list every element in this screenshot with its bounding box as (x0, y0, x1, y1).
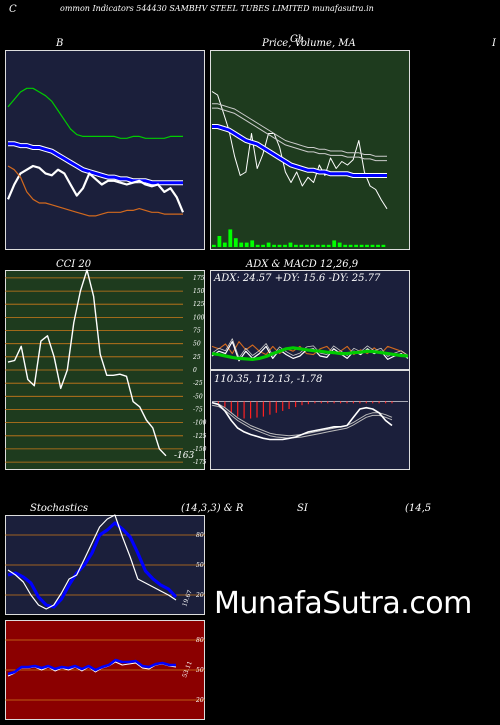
volume-bar (217, 236, 222, 247)
bollinger-series-white (6, 164, 185, 213)
page-title: ommon Indicators 544430 SAMBHV STEEL TUB… (60, 4, 374, 13)
cci-tick-label: 0 (193, 367, 197, 374)
volume-bar (277, 244, 282, 247)
rsi-tick-label: 20 (195, 697, 204, 704)
cci-tick-label: -125 (193, 433, 207, 440)
cci-tick-label: 50 (193, 341, 201, 348)
volume-bar (310, 244, 315, 247)
volume-bar (343, 244, 348, 247)
adx-line-orange (211, 341, 409, 356)
volume-bar (272, 244, 276, 247)
volume-bar (288, 242, 293, 247)
price-panel (210, 50, 410, 250)
volume-bar (239, 242, 244, 247)
volume-bar (365, 244, 369, 247)
cci-tick-label: 100 (193, 314, 205, 321)
label-si: SI (297, 503, 308, 514)
adx-values: ADX: 24.57 +DY: 15.6 -DY: 25.77 (214, 273, 381, 284)
stoch-tick-label: 80 (196, 532, 204, 539)
stoch-tick-label: 50 (196, 562, 204, 569)
cci-value-label: -163 (174, 451, 194, 461)
volume-bar (261, 244, 265, 247)
volume-bar (337, 242, 342, 247)
volume-bar (376, 244, 380, 247)
cci-tick-label: -150 (193, 446, 207, 453)
label-adx-macd: ADX & MACD 12,26,9 (246, 259, 359, 270)
volume-bar (315, 244, 320, 247)
volume-bar (354, 244, 358, 247)
volume-bar (244, 242, 249, 247)
cci-tick-label: -25 (193, 380, 203, 387)
label-price-overlap: Ch (290, 34, 305, 45)
bollinger-blue-halo (8, 141, 183, 186)
bollinger-series-blue (8, 142, 183, 185)
rsi-value-label: 53.11 (181, 660, 193, 679)
stoch-line-white (7, 514, 177, 610)
stoch-value-label: 19.67 (181, 589, 194, 608)
label-stochastics-params: (14,3,3) & R (181, 503, 244, 514)
label-stochastics: Stochastics (30, 503, 88, 514)
rsi-line-blue (7, 658, 176, 676)
label-cci: CCI 20 (56, 259, 92, 270)
price-band-lower (212, 107, 387, 162)
volume-bar (228, 229, 233, 247)
price-line (211, 91, 388, 210)
cci-tick-label: 125 (193, 301, 205, 308)
price-ma-blue (212, 125, 387, 177)
adx-line-white-2 (211, 338, 409, 359)
cci-tick-label: -75 (193, 407, 203, 414)
label-right-edge: I (492, 38, 496, 49)
volume-bar (326, 244, 331, 247)
volume-bar (266, 242, 271, 247)
label-price: Price, Volume, MA (262, 38, 356, 49)
label-si-params: (14,5 (405, 503, 432, 514)
stoch-tick-label: 20 (195, 592, 204, 599)
cci-tick-label: 25 (192, 354, 201, 361)
volume-bar (370, 244, 375, 247)
cci-tick-label: 75 (193, 328, 201, 335)
bollinger-series-orange (7, 165, 183, 217)
adx-line-green (211, 346, 409, 361)
volume-bar (332, 240, 337, 247)
cci-tick-label: 150 (193, 288, 205, 295)
price-band-upper (212, 103, 387, 157)
cci-tick-label: -100 (193, 420, 207, 427)
volume-bar (222, 242, 227, 247)
volume-bar (212, 244, 216, 247)
volume-bar (294, 244, 298, 247)
volume-bar (299, 244, 304, 247)
macd-values: 110.35, 112.13, -1.78 (214, 374, 323, 385)
volume-bar (321, 244, 326, 247)
volume-bar (250, 240, 255, 247)
cci-tick-label: -175 (193, 459, 207, 466)
cci-line (7, 269, 167, 457)
volume-bar (305, 244, 309, 247)
corner-c-label: C (9, 4, 17, 15)
volume-bar (255, 244, 260, 247)
rsi-tick-label: 50 (196, 667, 204, 674)
volume-bar (348, 244, 353, 247)
macd-line (211, 401, 393, 441)
cci-tick-label: -50 (193, 393, 203, 400)
cci-tick-label: 175 (193, 275, 205, 282)
macd-signal-line-2 (211, 404, 393, 439)
stoch-line-blue (7, 521, 178, 609)
volume-bar (381, 244, 386, 247)
volume-bar (359, 244, 364, 247)
watermark: MunafaSutra.com (214, 586, 472, 621)
rsi-tick-label: 80 (196, 637, 204, 644)
volume-bar (283, 244, 287, 247)
macd-panel (210, 370, 410, 470)
bollinger-series-green (7, 87, 183, 139)
label-b: B (56, 38, 64, 49)
volume-bar (233, 238, 238, 247)
